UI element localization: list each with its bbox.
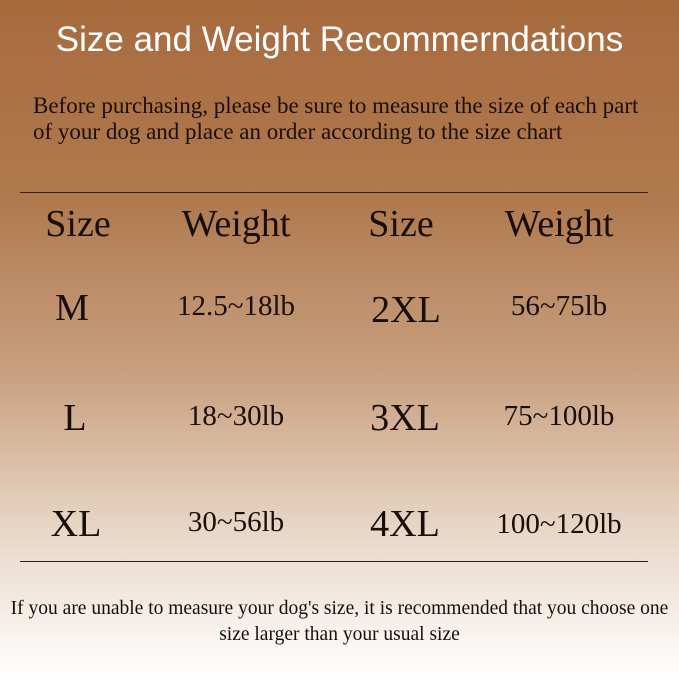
size-cell: M <box>55 287 89 329</box>
header-weight-2: Weight <box>504 203 614 245</box>
weight-cell: 56~75lb <box>510 290 608 322</box>
bottom-divider <box>20 561 648 562</box>
weight-cell: 100~120lb <box>496 508 622 540</box>
page-title: Size and Weight Recommerndations <box>55 20 624 59</box>
size-cell: 4XL <box>370 503 440 545</box>
weight-cell: 75~100lb <box>503 400 615 432</box>
intro-text: Before purchasing, please be sure to mea… <box>33 93 639 144</box>
weight-cell: 30~56lb <box>187 506 285 538</box>
header-weight-1: Weight <box>181 203 291 245</box>
header-size-1: Size <box>45 203 111 245</box>
size-cell: 2XL <box>371 289 441 331</box>
size-cell: XL <box>50 503 102 545</box>
weight-cell: 12.5~18lb <box>177 290 295 322</box>
weight-cell: 18~30lb <box>187 400 285 432</box>
size-cell: L <box>63 397 87 439</box>
top-divider <box>20 192 648 193</box>
footer-note: If you are unable to measure your dog's … <box>10 598 669 645</box>
size-cell: 3XL <box>370 397 440 439</box>
header-size-2: Size <box>368 203 434 245</box>
